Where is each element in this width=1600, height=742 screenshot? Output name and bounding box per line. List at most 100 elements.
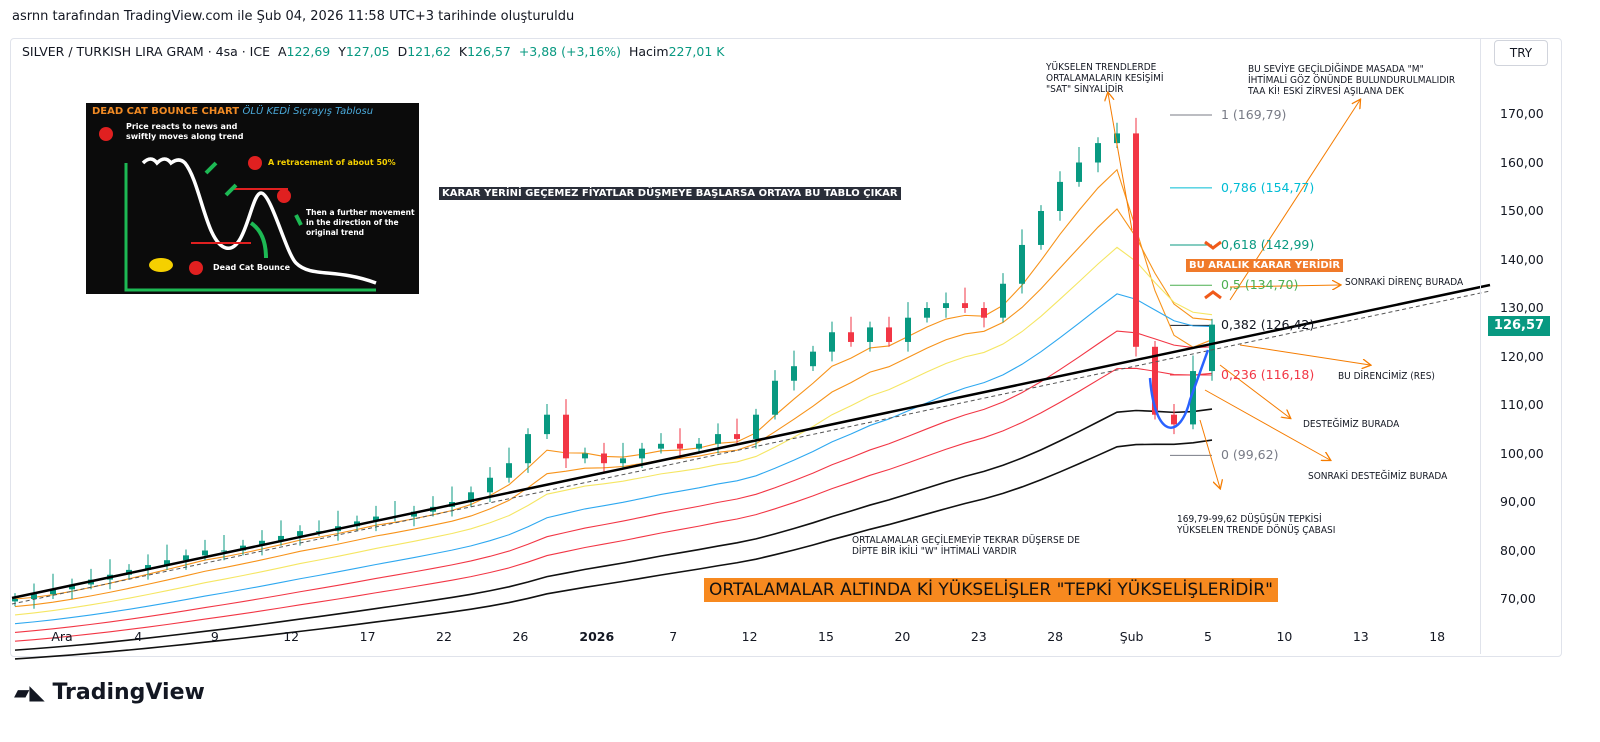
candle-body <box>1000 283 1006 318</box>
annotation-banner[interactable]: ORTALAMALAR ALTINDA Kİ YÜKSELİŞLER "TEPK… <box>704 578 1278 602</box>
brand-name: TradingView <box>52 680 205 705</box>
candle-body <box>753 414 759 439</box>
fib-level-label[interactable]: 0,786 (154,77) <box>1221 179 1315 195</box>
candle-body <box>658 443 664 449</box>
annotation-decision-zone[interactable]: BU ARALIK KARAR YERİDİR <box>1186 259 1344 272</box>
annotation-m-pattern[interactable]: BU SEVİYE GEÇİLDİĞİNDE MASADA "M" İHTİMA… <box>1248 64 1456 97</box>
last-price-tag: 126,57 <box>1488 316 1550 336</box>
candle-body <box>905 317 911 342</box>
dead-cat-bounce-image: DEAD CAT BOUNCE CHART ÖLÜ KEDİ Sıçrayış … <box>86 103 419 294</box>
annotation-arrow <box>1219 364 1290 418</box>
candle-body <box>183 555 189 561</box>
decision-chevrons <box>1204 240 1222 300</box>
price-tick: 150,00 <box>1500 203 1544 218</box>
annotation-arrow <box>1199 419 1220 488</box>
candle-body <box>1095 143 1101 163</box>
annotation-sat-signal[interactable]: YÜKSELEN TRENDLERDE ORTALAMALARIN KESİŞİ… <box>1046 62 1164 95</box>
moving-average-line <box>14 293 1213 625</box>
annotation-support[interactable]: DESTEĞİMİZ BURADA <box>1303 419 1400 430</box>
candle-body <box>1019 244 1025 284</box>
candle-body <box>677 443 683 449</box>
time-tick: 20 <box>894 629 911 644</box>
annotation-resistance[interactable]: BU DİRENCİMİZ (RES) <box>1338 371 1435 382</box>
candle-body <box>772 380 778 415</box>
candle-body <box>924 308 930 318</box>
fib-level-label[interactable]: 0,382 (126,42) <box>1221 317 1315 333</box>
candle-body <box>1076 162 1082 182</box>
dcb-step2: Dead Cat Bounce <box>213 263 291 272</box>
currency-button[interactable]: TRY <box>1494 40 1548 66</box>
low-value: 121,62 <box>407 44 451 59</box>
fib-level-label[interactable]: 0,236 (116,18) <box>1221 367 1315 383</box>
time-tick: 9 <box>210 629 219 644</box>
fib-level-label[interactable]: 0,5 (134,70) <box>1221 277 1299 293</box>
fib-level-label[interactable]: 1 (169,79) <box>1221 107 1287 123</box>
annotation-w-pattern[interactable]: ORTALAMALAR GEÇİLEMEYİP TEKRAR DÜŞERSE D… <box>852 535 1080 557</box>
volume-value: 227,01 K <box>668 44 725 59</box>
low-label: D <box>397 44 408 59</box>
candle-body <box>145 565 151 570</box>
annotation-next-support[interactable]: SONRAKİ DESTEĞİMİZ BURADA <box>1308 471 1448 482</box>
time-tick: 7 <box>669 629 678 644</box>
candle-body <box>278 535 284 541</box>
candle-body <box>1209 324 1215 372</box>
chart-frame[interactable] <box>10 38 1562 657</box>
price-tick: 140,00 <box>1500 251 1544 267</box>
tradingview-logo[interactable]: ▰◣ TradingView <box>14 680 205 705</box>
price-tick: 120,00 <box>1500 348 1544 364</box>
moving-average-line <box>14 168 1213 600</box>
candle-body <box>259 540 265 546</box>
candle-body <box>696 443 702 449</box>
candle-body <box>848 332 854 342</box>
annotation-arrow <box>1229 285 1340 287</box>
dcb-step1: Price reacts to news and swiftly moves a… <box>126 122 244 141</box>
candle-body <box>316 531 322 533</box>
close-label: K <box>458 44 468 59</box>
candle-body <box>601 453 607 464</box>
candle-body <box>297 531 303 536</box>
moving-average-line <box>14 367 1213 642</box>
annotation-next-resistance[interactable]: SONRAKİ DİRENÇ BURADA <box>1345 277 1464 288</box>
open-label: A <box>277 44 287 59</box>
candle-body <box>734 434 740 439</box>
chart-caption: asrnn tarafından TradingView.com ile Şub… <box>12 9 575 24</box>
annotation-arrow <box>1239 344 1370 365</box>
time-tick: 12 <box>741 629 758 644</box>
time-tick: 26 <box>512 629 529 644</box>
price-tick: 160,00 <box>1500 154 1544 170</box>
time-tick: Ara <box>51 629 73 644</box>
candle-body <box>1171 414 1177 425</box>
time-tick: 18 <box>1429 629 1446 644</box>
open-value: 122,69 <box>286 44 331 59</box>
annotation-arrow <box>1108 93 1133 231</box>
annotation-karar-table[interactable]: KARAR YERİNİ GEÇEMEZ FİYATLAR DÜŞMEYE BA… <box>439 187 901 200</box>
candle-body <box>563 414 569 459</box>
candle-body <box>202 550 208 556</box>
symbol-name[interactable]: SILVER / TURKISH LIRA GRAM · 4sa · ICE <box>22 44 270 59</box>
candle-body <box>620 458 626 464</box>
annotation-arrow <box>1204 389 1330 460</box>
fib-level-label[interactable]: 0,618 (142,99) <box>1221 236 1315 252</box>
candle-body <box>981 308 987 318</box>
candle-body <box>373 516 379 522</box>
bounce-curve-arrow <box>1148 349 1210 429</box>
dcb-step4: Then a further movement in the direction… <box>306 208 415 237</box>
candle-body <box>1190 371 1196 425</box>
candle-body <box>487 477 493 493</box>
change-value: +3,88 (+3,16%) <box>518 44 622 59</box>
candle-body <box>943 303 949 308</box>
price-axis-divider <box>1480 39 1481 654</box>
annotation-reaction[interactable]: 169,79-99,62 DÜŞÜŞÜN TEPKİSİ YÜKSELEN TR… <box>1177 514 1336 536</box>
moving-average-line <box>14 208 1213 608</box>
candle-body <box>1133 133 1139 347</box>
time-tick: 22 <box>436 629 452 644</box>
candle-body <box>886 327 892 342</box>
time-tick: 17 <box>359 629 376 644</box>
high-label: Y <box>338 44 346 59</box>
candle-body <box>1057 181 1063 211</box>
price-tick: 100,00 <box>1500 445 1544 461</box>
volume-label: Hacim <box>628 44 669 59</box>
fib-level-label[interactable]: 0 (99,62) <box>1221 447 1279 463</box>
candle-body <box>525 434 531 464</box>
